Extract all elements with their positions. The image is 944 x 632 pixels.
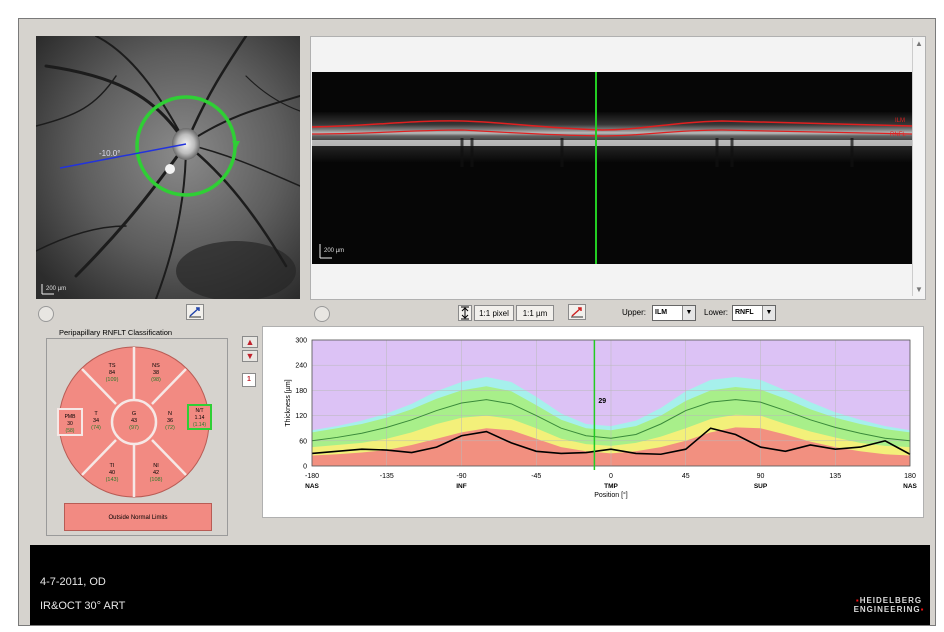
svg-text:38: 38 <box>153 370 159 376</box>
svg-text:42: 42 <box>153 470 159 476</box>
x-tick-label: -180 <box>305 473 319 480</box>
svg-text:(109): (109) <box>106 377 119 383</box>
fundus-scale-label: 200 µm <box>46 286 66 292</box>
svg-text:(108): (108) <box>150 477 163 483</box>
exam-date: 4-7-2011, OD <box>40 576 106 588</box>
y-tick-label: 180 <box>295 388 307 395</box>
bscan-svg: ILM RNFL 200 µm <box>312 72 912 264</box>
svg-text:PMB: PMB <box>65 414 77 420</box>
info-band <box>30 545 930 625</box>
scan-index: 1 <box>242 373 256 387</box>
svg-text:G: G <box>132 411 136 417</box>
bscan-scrollbar[interactable]: ▲ ▼ <box>912 38 925 296</box>
region-label: SUP <box>754 483 768 490</box>
rnfl-tag: RNFL <box>890 132 906 138</box>
svg-text:TI: TI <box>110 463 115 469</box>
series-mean-line <box>311 399 911 442</box>
sector-nt-ratio[interactable]: N/T 1.14 (1.14) <box>187 404 212 430</box>
svg-text:(98): (98) <box>151 377 161 383</box>
plot-frame <box>311 339 911 467</box>
svg-text:43: 43 <box>131 418 137 424</box>
fundus-toggle-button[interactable] <box>38 306 54 322</box>
pixel-scale-button[interactable]: 1:1 pixel <box>474 305 514 321</box>
region-label: NAS <box>305 483 319 490</box>
svg-text:34: 34 <box>93 418 99 424</box>
ilm-boundary <box>312 120 912 131</box>
bscan-tool-icon[interactable] <box>568 304 586 320</box>
svg-text:NI: NI <box>153 463 159 469</box>
upper-label: Upper: <box>622 308 647 317</box>
classification-title: Peripapillary RNFLT Classification <box>56 328 176 337</box>
sector-g[interactable] <box>110 398 158 446</box>
svg-text:36: 36 <box>167 418 173 424</box>
upper-select[interactable]: ILM ▼ <box>652 305 696 321</box>
svg-text:84: 84 <box>109 370 115 376</box>
lower-select[interactable]: RNFL ▼ <box>732 305 776 321</box>
distance-line <box>59 143 187 169</box>
rnfl-boundary <box>312 129 912 137</box>
fundus-image[interactable]: -10.0° 200 µm <box>36 36 300 299</box>
cursor-value-label: 29 <box>598 398 606 405</box>
exam-mode: IR&OCT 30° ART <box>40 600 126 612</box>
fundus-tool-icon[interactable] <box>186 304 204 320</box>
x-tick-label: -90 <box>456 473 466 480</box>
x-axis-label: Position [°] <box>594 491 628 499</box>
scroll-up-icon[interactable]: ▲ <box>915 39 923 48</box>
bscan-image[interactable]: ILM RNFL 200 µm <box>312 72 912 264</box>
x-tick-label: 135 <box>829 473 841 480</box>
x-tick-label: 45 <box>682 473 690 480</box>
um-scale-button[interactable]: 1:1 µm <box>516 305 554 321</box>
x-tick-label: 0 <box>609 473 613 480</box>
region-label: NAS <box>903 483 917 490</box>
y-tick-label: 300 <box>295 338 307 345</box>
heidelberg-logo: ▪HEIDELBERG ENGINEERING▪ <box>853 596 925 614</box>
up-arrow-icon[interactable]: ▲ <box>242 336 258 348</box>
distance-label: -10.0° <box>99 149 120 158</box>
lower-label: Lower: <box>704 308 729 317</box>
y-tick-label: 120 <box>295 413 307 420</box>
svg-text:NS: NS <box>152 363 160 369</box>
fundus-svg: -10.0° 200 µm <box>36 36 300 299</box>
series-measured-line <box>311 427 911 456</box>
sector-pmb[interactable] <box>57 408 83 436</box>
scan-direction-arrow-icon <box>232 141 240 149</box>
x-tick-label: 90 <box>757 473 765 480</box>
y-tick-label: 60 <box>299 438 307 445</box>
svg-text:N: N <box>168 411 172 417</box>
scroll-down-icon[interactable]: ▼ <box>915 285 923 294</box>
region-label: INF <box>456 483 467 490</box>
y-tick-label: 240 <box>295 363 307 370</box>
bscan-toggle-button[interactable] <box>314 306 330 322</box>
svg-text:30: 30 <box>67 421 73 427</box>
thickness-chart[interactable]: 29 0 60 120 180 240 300 -180 -135 -90 -45 0 45 90 135 1… <box>264 328 922 516</box>
x-tick-label: -45 <box>531 473 541 480</box>
svg-text:TS: TS <box>108 363 115 369</box>
sector-diagram: TS 84 (109) NS 38 (98) T 34 (74) G 43 (9… <box>57 346 210 498</box>
y-tick-label: 0 <box>303 464 307 471</box>
lower-select-value: RNFL <box>735 309 754 316</box>
chevron-down-icon: ▼ <box>682 306 695 320</box>
classification-result: Outside Normal Limits <box>64 503 212 531</box>
x-tick-label: -135 <box>380 473 394 480</box>
down-arrow-icon[interactable]: ▼ <box>242 350 258 362</box>
region-label: TMP <box>604 483 618 490</box>
svg-text:(58): (58) <box>66 428 75 434</box>
svg-text:T: T <box>94 411 98 417</box>
svg-text:(143): (143) <box>106 477 119 483</box>
upper-select-value: ILM <box>655 309 668 316</box>
svg-text:40: 40 <box>109 470 115 476</box>
svg-text:(72): (72) <box>165 425 175 431</box>
chevron-down-icon: ▼ <box>762 306 775 320</box>
ilm-tag: ILM <box>895 118 905 124</box>
fit-height-icon[interactable] <box>458 305 472 321</box>
bscan-scale-label: 200 µm <box>324 248 344 254</box>
y-axis-label: Thickness [µm] <box>285 379 292 426</box>
svg-text:(97): (97) <box>129 425 139 431</box>
svg-text:(74): (74) <box>91 425 101 431</box>
x-tick-label: 180 <box>904 473 916 480</box>
